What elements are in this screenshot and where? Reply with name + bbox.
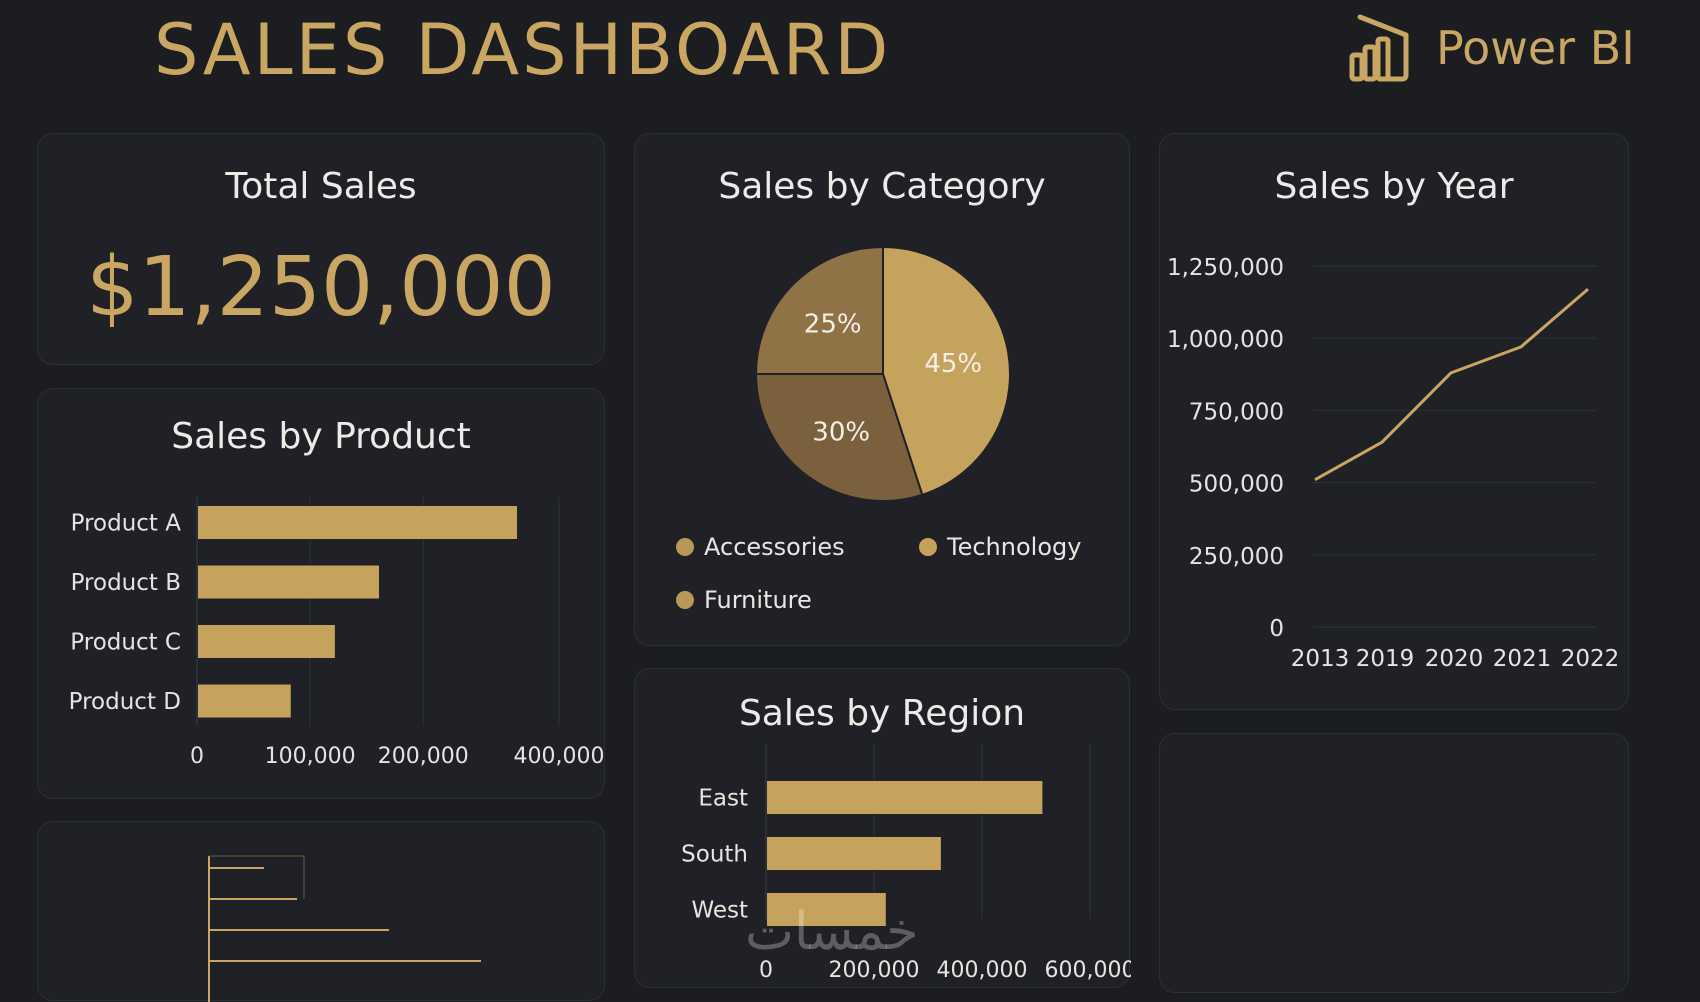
empty-card[interactable] [1159,733,1629,993]
total-sales-card[interactable]: Total Sales $1,250,000 [37,133,605,365]
sales-by-category-card[interactable]: Sales by Category 45%30%25% Accessories … [634,133,1130,646]
pie-slice-label: 25% [804,310,862,340]
legend-dot [676,591,694,609]
legend-dot [919,538,937,556]
x-tick-label: 600,000 [1045,958,1131,983]
y-tick-label: 1,000,000 [1167,327,1284,353]
legend-item-technology[interactable]: Technology [919,533,1081,561]
y-tick-label: 1,250,000 [1167,255,1284,281]
category-label: South [681,842,748,868]
bottom-left-chart-card[interactable] [37,821,605,1001]
bar [198,506,517,539]
bar [767,837,941,870]
x-tick-label: 200,000 [378,744,469,769]
brand-name: Power BI [1436,21,1635,75]
category-pie-chart[interactable]: 45% 30% 25% [635,134,1131,647]
power-bi-logo-icon [1348,13,1414,83]
y-tick-label: 0 [1269,616,1284,642]
legend-item-furniture[interactable]: Furniture [676,586,812,614]
category-label: Product A [71,511,182,537]
pie-slice-label: 30% [812,418,870,448]
legend-dot [676,538,694,556]
category-label: Product C [70,630,181,656]
x-tick-label: 2019 [1356,646,1415,672]
total-sales-value: $1,250,000 [38,240,604,335]
legend-label: Furniture [704,586,812,614]
x-tick-label: 2022 [1561,646,1620,672]
category-label: East [698,786,748,812]
sales-line [1315,289,1588,480]
category-label: Product D [69,689,181,715]
sales-by-year-line-chart[interactable]: 0 250,000 500,000 750,000 1,000,000 1,250,000… [1160,134,1630,711]
pie-slice-label: 45% [924,349,982,379]
y-tick-label: 500,000 [1189,472,1284,498]
bar [198,566,379,599]
bar [198,685,291,718]
x-tick-label: 400,000 [514,744,605,769]
x-tick-label: 2021 [1493,646,1552,672]
x-tick-label: 2013 [1291,646,1350,672]
sales-by-product-bar-chart[interactable]: Product A Product B Product C Product D 0 100… [38,389,606,800]
bar [767,781,1042,814]
x-tick-label: 0 [190,744,204,769]
x-tick-label: 400,000 [937,958,1028,983]
brand: Power BI [1348,8,1635,88]
partial-bar-chart[interactable] [38,822,606,1002]
category-label: West [691,898,748,924]
y-tick-label: 750,000 [1189,399,1284,425]
bar [198,625,335,658]
legend-label: Technology [947,533,1081,561]
x-tick-label: 100,000 [265,744,356,769]
legend-item-accessories[interactable]: Accessories [676,533,845,561]
category-label: Product B [71,570,181,596]
total-sales-title: Total Sales [38,166,604,207]
dashboard-title: SALES DASHBOARD [154,10,891,90]
watermark: خمسات [745,902,918,962]
x-tick-label: 2020 [1425,646,1484,672]
legend-label: Accessories [704,533,845,561]
y-tick-label: 250,000 [1189,544,1284,570]
